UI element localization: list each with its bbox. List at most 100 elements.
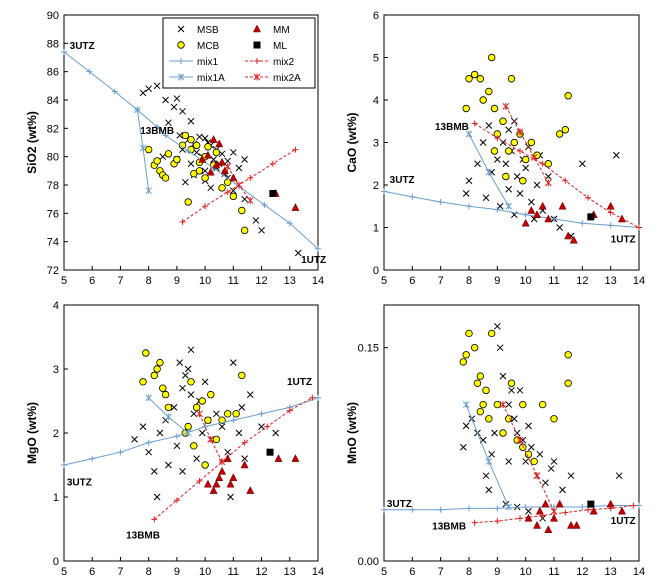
data-point-mix1 bbox=[636, 502, 642, 509]
data-point-mix1a bbox=[184, 429, 192, 437]
data-point-mix2 bbox=[562, 509, 569, 516]
data-point-mix2 bbox=[241, 439, 248, 446]
data-point-mcb bbox=[232, 410, 240, 418]
data-point-mm bbox=[215, 139, 224, 148]
y-tick-label: 0 bbox=[373, 265, 379, 277]
data-point-mcb bbox=[493, 400, 502, 409]
data-point-msb bbox=[153, 82, 161, 90]
data-point-mcb bbox=[487, 53, 496, 62]
data-point-mcb bbox=[192, 141, 201, 150]
y-axis-label: MnO (wt%) bbox=[345, 402, 359, 464]
data-point-msb bbox=[525, 422, 532, 430]
data-point-mix2 bbox=[151, 516, 158, 523]
data-point-mix1 bbox=[162, 132, 169, 139]
data-point-msb bbox=[139, 89, 147, 97]
data-point-msb bbox=[182, 372, 189, 379]
data-point-mix2 bbox=[286, 407, 293, 414]
data-point-msb bbox=[173, 95, 181, 102]
series-mix1a bbox=[465, 130, 513, 210]
data-point-mix2a bbox=[544, 179, 552, 187]
legend-marker bbox=[253, 41, 261, 49]
data-point-msb bbox=[550, 458, 558, 465]
data-point-msb bbox=[182, 178, 189, 186]
data-point-mm bbox=[209, 135, 218, 143]
series-mix2a bbox=[499, 401, 558, 515]
data-point-mcb bbox=[476, 407, 485, 416]
annotation-label: 3UTZ bbox=[70, 41, 95, 52]
series-mix2a bbox=[224, 163, 254, 205]
data-point-mm bbox=[549, 513, 559, 522]
data-point-mix1a bbox=[139, 144, 147, 152]
data-point-mm bbox=[291, 454, 300, 462]
data-point-ml bbox=[587, 500, 595, 508]
data-point-mix1 bbox=[494, 206, 501, 213]
data-point-msb bbox=[612, 151, 620, 159]
data-point-mix1 bbox=[315, 394, 321, 401]
data-point-mm bbox=[541, 499, 550, 508]
annotation-label: 13BMB bbox=[140, 126, 174, 137]
data-point-mcb bbox=[164, 403, 173, 412]
data-point-mcb bbox=[499, 429, 507, 437]
data-point-msb bbox=[482, 472, 490, 480]
data-point-msb bbox=[556, 224, 564, 231]
data-point-msb bbox=[235, 164, 243, 172]
data-point-mcb bbox=[527, 138, 536, 147]
annotation-label: 3UTZ bbox=[387, 499, 412, 510]
y-tick-label: 3 bbox=[373, 138, 379, 150]
data-point-msb bbox=[187, 346, 195, 354]
data-point-mix2 bbox=[224, 189, 231, 196]
data-point-msb bbox=[235, 429, 243, 437]
data-point-mcb bbox=[144, 145, 153, 154]
data-point-mcb bbox=[487, 329, 496, 338]
y-tick-label: 1 bbox=[53, 492, 59, 504]
data-point-msb bbox=[488, 450, 496, 458]
panel-mno: 5 6 7 8 9 10 11 12 13 14 0.00 0.15 MnO (wt%) 3UTZ 13BM… bbox=[345, 304, 645, 578]
x-tick-label: 12 bbox=[576, 275, 588, 287]
data-point-mix2a bbox=[516, 128, 524, 136]
data-point-msb bbox=[187, 117, 195, 125]
data-point-mix2 bbox=[562, 177, 569, 184]
data-point-msb bbox=[567, 472, 575, 480]
data-point-msb bbox=[462, 190, 470, 197]
data-point-mm bbox=[535, 506, 544, 515]
series-line-mix2a bbox=[505, 106, 549, 184]
data-point-mm bbox=[555, 499, 564, 508]
data-point-mcb bbox=[173, 155, 181, 164]
data-point-mcb bbox=[476, 75, 485, 83]
data-point-msb bbox=[162, 96, 169, 104]
data-point-mcb bbox=[459, 358, 468, 366]
data-point-mix1 bbox=[202, 423, 209, 430]
y-tick-label: 84 bbox=[47, 95, 59, 107]
data-point-msb bbox=[193, 149, 200, 156]
series-ml bbox=[266, 448, 274, 456]
data-point-msb bbox=[508, 386, 515, 394]
data-point-mcb bbox=[479, 400, 487, 409]
data-point-msb bbox=[505, 185, 513, 193]
data-point-mix1 bbox=[381, 188, 387, 195]
x-tick-label: 7 bbox=[117, 275, 123, 287]
data-point-mix2 bbox=[247, 174, 254, 181]
data-point-mcb bbox=[238, 206, 246, 215]
data-point-mcb bbox=[490, 147, 499, 155]
series-ml bbox=[587, 500, 595, 508]
x-tick-label: 7 bbox=[438, 566, 444, 578]
data-point-msb bbox=[184, 365, 192, 373]
data-point-msb bbox=[527, 443, 535, 451]
series-mcb bbox=[139, 349, 246, 469]
x-tick-label: 6 bbox=[89, 275, 95, 287]
data-point-mcb bbox=[212, 435, 221, 444]
y-tick-label: 2 bbox=[53, 428, 59, 440]
data-point-mcb bbox=[530, 457, 538, 466]
data-point-mm bbox=[544, 525, 553, 533]
data-point-mm bbox=[203, 150, 212, 159]
data-point-mix1 bbox=[437, 199, 444, 205]
x-tick-label: 14 bbox=[633, 566, 645, 578]
data-point-mcb bbox=[204, 416, 212, 424]
y-axis-label: CaO (wt%) bbox=[345, 112, 359, 172]
data-point-mcb bbox=[510, 138, 519, 147]
annotation-label: 1UTZ bbox=[611, 516, 636, 527]
legend-entry: MM bbox=[252, 24, 290, 36]
data-point-msb bbox=[198, 429, 206, 437]
x-tick-label: 14 bbox=[312, 566, 324, 578]
